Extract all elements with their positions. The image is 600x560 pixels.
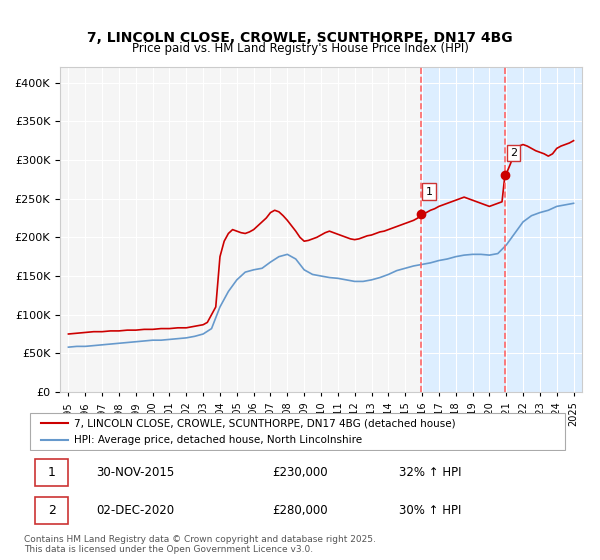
FancyBboxPatch shape <box>29 413 565 450</box>
FancyBboxPatch shape <box>35 497 68 524</box>
Text: 30-NOV-2015: 30-NOV-2015 <box>96 466 174 479</box>
Text: Price paid vs. HM Land Registry's House Price Index (HPI): Price paid vs. HM Land Registry's House … <box>131 42 469 55</box>
Text: Contains HM Land Registry data © Crown copyright and database right 2025.
This d: Contains HM Land Registry data © Crown c… <box>24 535 376 554</box>
Text: £280,000: £280,000 <box>272 504 328 517</box>
Text: 32% ↑ HPI: 32% ↑ HPI <box>400 466 462 479</box>
Text: 2: 2 <box>510 148 517 158</box>
Text: 1: 1 <box>426 187 433 197</box>
Text: 7, LINCOLN CLOSE, CROWLE, SCUNTHORPE, DN17 4BG: 7, LINCOLN CLOSE, CROWLE, SCUNTHORPE, DN… <box>87 31 513 45</box>
Text: 30% ↑ HPI: 30% ↑ HPI <box>400 504 462 517</box>
Text: 7, LINCOLN CLOSE, CROWLE, SCUNTHORPE, DN17 4BG (detached house): 7, LINCOLN CLOSE, CROWLE, SCUNTHORPE, DN… <box>74 418 455 428</box>
Bar <box>505 67 582 392</box>
FancyBboxPatch shape <box>35 459 68 486</box>
Text: 1: 1 <box>47 466 56 479</box>
Bar <box>421 67 505 392</box>
Text: 2: 2 <box>47 504 56 517</box>
Text: HPI: Average price, detached house, North Lincolnshire: HPI: Average price, detached house, Nort… <box>74 435 362 445</box>
Text: £230,000: £230,000 <box>272 466 328 479</box>
Text: 02-DEC-2020: 02-DEC-2020 <box>96 504 174 517</box>
